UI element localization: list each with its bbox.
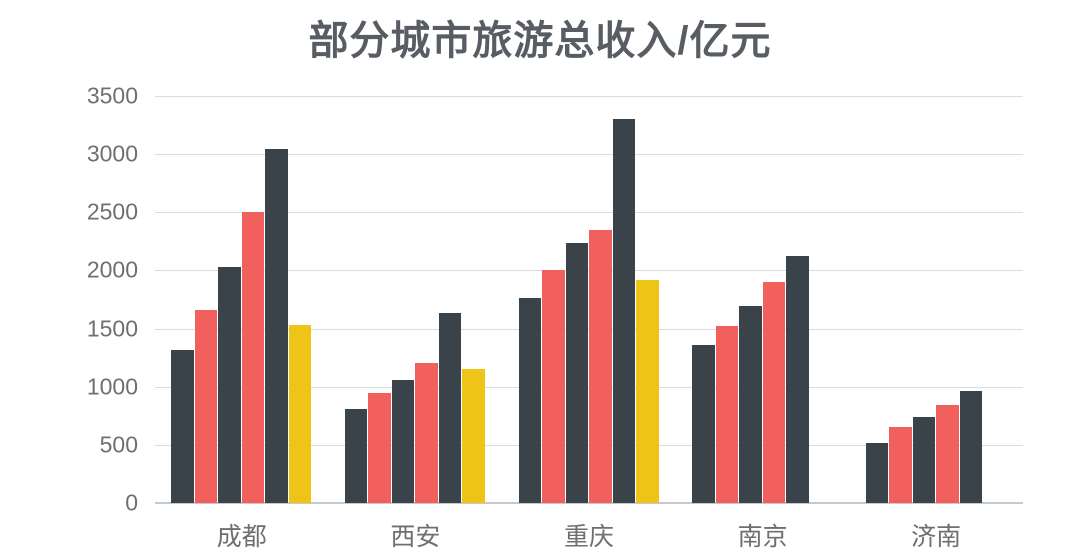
bar	[762, 282, 786, 503]
bar	[612, 119, 635, 503]
bar	[636, 279, 659, 503]
bar	[391, 379, 415, 503]
chart-title: 部分城市旅游总收入/亿元	[308, 19, 772, 63]
bar	[518, 298, 541, 503]
bar	[288, 325, 312, 503]
y-tick-label: 0	[125, 489, 138, 516]
bar	[936, 405, 959, 503]
bar	[462, 369, 485, 503]
bar	[171, 349, 194, 503]
bar	[218, 266, 241, 503]
bar	[692, 344, 715, 503]
bar	[589, 229, 612, 503]
bar	[542, 270, 565, 503]
y-tick-label: 3500	[86, 82, 138, 109]
x-tick-label: 西安	[390, 523, 441, 551]
bar	[194, 309, 218, 503]
y-tick-label: 1000	[86, 373, 138, 400]
bar	[959, 391, 983, 503]
x-tick-label: 南京	[737, 523, 788, 551]
x-axis-line	[155, 502, 1023, 504]
y-tick-label: 2000	[86, 256, 138, 283]
bar	[265, 149, 288, 503]
bar	[786, 256, 809, 503]
gridline	[155, 154, 1023, 156]
x-tick-label: 成都	[216, 523, 267, 551]
bar	[438, 313, 462, 503]
bar	[344, 408, 368, 503]
y-tick-label: 1500	[86, 315, 138, 342]
bar	[912, 416, 936, 503]
bar	[368, 393, 391, 503]
y-tick-label: 3000	[86, 140, 138, 167]
x-tick-label: 重庆	[563, 523, 615, 551]
y-tick-label: 500	[99, 431, 138, 458]
y-tick-label: 2500	[86, 198, 138, 225]
gridline	[155, 212, 1023, 214]
gridline	[155, 96, 1023, 97]
bar	[715, 326, 739, 503]
bar	[739, 306, 762, 503]
bar	[889, 427, 912, 503]
bar	[415, 363, 438, 503]
bar	[565, 242, 588, 503]
bar	[241, 212, 265, 503]
x-tick-label: 济南	[911, 523, 962, 551]
bar	[865, 442, 889, 503]
